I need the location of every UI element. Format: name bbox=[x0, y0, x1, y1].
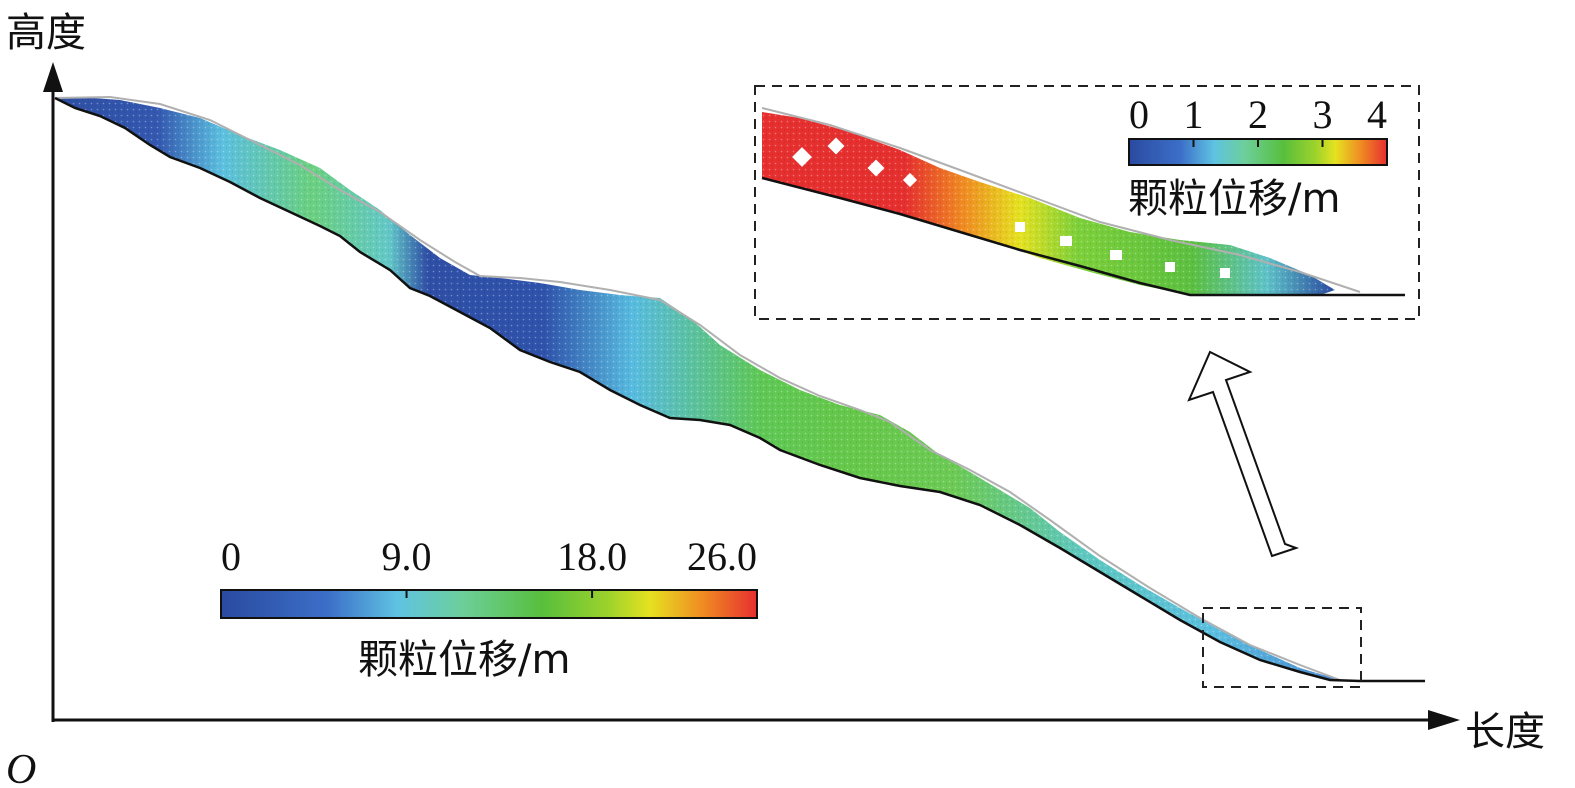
inset-particle-texture bbox=[762, 112, 1335, 295]
inset-colorbar-tick-label: 1 bbox=[1184, 92, 1204, 137]
inset-colorbar-tick-label: 2 bbox=[1248, 92, 1268, 137]
zoom-arrow-icon bbox=[1187, 350, 1300, 558]
inset-legend-title: 颗粒位移/m bbox=[1128, 176, 1340, 222]
zoom-region-box bbox=[1202, 607, 1362, 688]
main-colorbar-tick-label: 9.0 bbox=[382, 534, 432, 579]
inset-original-surface-line bbox=[761, 107, 1361, 293]
inset-colorbar-tick-label: 3 bbox=[1313, 92, 1333, 137]
landslide-body bbox=[54, 95, 1425, 683]
inset-voids bbox=[792, 137, 1230, 278]
axes: 高度 长度 O bbox=[6, 10, 1545, 788]
original-surface-line bbox=[54, 95, 1341, 681]
particle-texture bbox=[55, 97, 1340, 680]
inset-colorbar-tick-label: 0 bbox=[1129, 92, 1149, 137]
sliding-bed-line bbox=[54, 96, 1425, 683]
x-axis-label: 长度 bbox=[1465, 709, 1545, 755]
main-colorbar bbox=[220, 589, 758, 619]
main-colorbar-tick-label: 26.0 bbox=[687, 534, 757, 579]
y-axis-arrow-icon bbox=[43, 62, 63, 92]
inset-box bbox=[754, 85, 1420, 320]
inset-colorbar-tick-label: 4 bbox=[1367, 92, 1387, 137]
y-axis-label: 高度 bbox=[6, 10, 86, 56]
x-axis-arrow-icon bbox=[1428, 710, 1460, 730]
main-legend-title: 颗粒位移/m bbox=[358, 637, 570, 683]
inset-sliding-bed-line bbox=[761, 176, 1405, 297]
origin-label: O bbox=[6, 747, 36, 788]
main-legend: 0 9.0 18.0 26.0 颗粒位移/m bbox=[220, 534, 758, 683]
main-colorbar-tick-label: 18.0 bbox=[557, 534, 627, 579]
main-colorbar-ticks: 0 9.0 18.0 26.0 bbox=[221, 534, 757, 598]
main-colorbar-tick-label: 0 bbox=[221, 534, 241, 579]
